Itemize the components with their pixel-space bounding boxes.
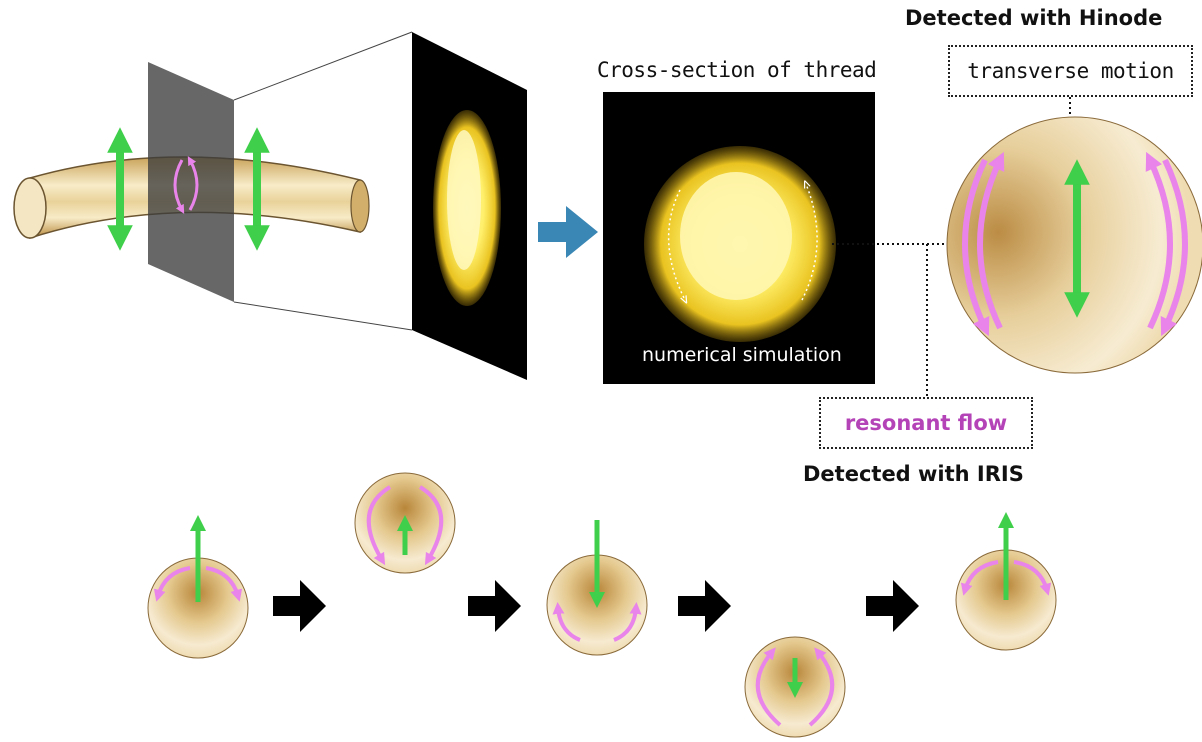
large-sphere <box>946 116 1202 374</box>
circular-flow-arrow-icon <box>173 156 199 214</box>
transverse-motion-box: transverse motion <box>948 45 1193 97</box>
right-arrow-icon <box>678 580 731 632</box>
right-arrow-icon <box>273 580 326 632</box>
sequence-sphere-4 <box>744 636 846 738</box>
iris-title: Detected with IRIS <box>803 462 1024 486</box>
resonant-flow-box: resonant flow <box>819 397 1033 449</box>
sequence-sphere-5 <box>955 511 1057 651</box>
right-arrow-icon <box>866 580 919 632</box>
right-arrow-icon <box>468 580 521 632</box>
slice-panel <box>412 32 527 380</box>
cross-section-title: Cross-section of thread <box>597 58 877 82</box>
simulation-panel <box>603 92 875 384</box>
slice-plane <box>148 62 234 302</box>
sequence-sphere-3 <box>546 520 648 656</box>
sequence-sphere-2 <box>354 472 456 574</box>
right-arrow-icon <box>538 206 598 258</box>
circular-flow-arrow-icon <box>962 151 1188 337</box>
hinode-title: Detected with Hinode <box>905 6 1163 30</box>
simulation-label: numerical simulation <box>642 344 842 366</box>
sequence-sphere-1 <box>147 514 249 659</box>
